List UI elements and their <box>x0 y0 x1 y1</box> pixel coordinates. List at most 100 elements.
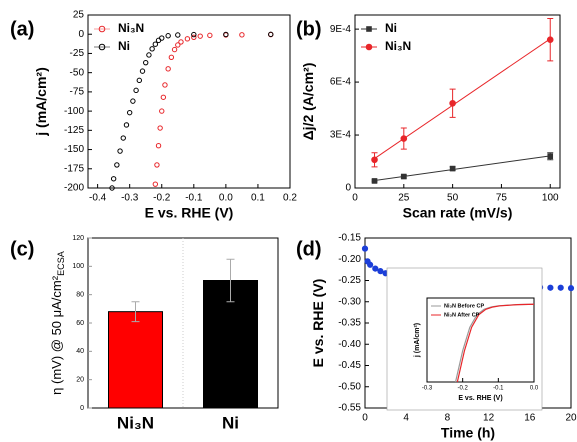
y-tick-label: -0.35 <box>338 318 361 329</box>
marker <box>165 66 171 72</box>
y-tick-label: -0.30 <box>338 296 361 307</box>
marker <box>143 59 149 66</box>
marker <box>184 36 191 42</box>
marker <box>109 185 115 191</box>
marker <box>155 143 162 149</box>
marker <box>268 31 274 38</box>
x-tick-label: -0.2 <box>457 386 468 392</box>
marker <box>223 31 229 38</box>
y-tick-label: 6E-4 <box>330 77 352 88</box>
y-tick-label: 20 <box>76 377 84 384</box>
y-tick-label: -125 <box>64 125 84 136</box>
error-bar <box>226 258 235 303</box>
marker <box>175 42 181 48</box>
marker <box>139 68 146 74</box>
legend-label: Ni₃N Before CP <box>444 303 484 309</box>
marker <box>400 135 408 142</box>
marker <box>98 25 106 33</box>
y-tick-label: 0 <box>80 405 84 412</box>
marker <box>567 285 575 292</box>
panel-label: (d) <box>296 238 322 260</box>
legend-label: Ni₃N <box>385 39 411 53</box>
x-tick-label: 4 <box>403 413 409 424</box>
marker <box>547 153 554 160</box>
x-tick-label: 16 <box>524 413 536 424</box>
y-axis-label: j (mA/cm²) <box>33 67 49 136</box>
marker <box>175 32 181 38</box>
plot-frame <box>87 14 291 189</box>
legend-label: Ni₃N After CP <box>444 312 480 318</box>
y-tick-label: 9E-4 <box>330 24 352 35</box>
x-tick-label: -0.1 <box>493 386 504 392</box>
marker <box>365 43 373 51</box>
marker <box>191 34 197 40</box>
marker <box>149 46 155 52</box>
x-tick-label: 0.0 <box>530 386 539 392</box>
y-tick-label: 40 <box>76 348 84 355</box>
x-tick-label: 0.1 <box>251 193 265 204</box>
category-label: Ni <box>222 413 239 432</box>
marker <box>159 108 165 114</box>
x-tick-label: 20 <box>565 413 577 424</box>
x-tick-label: 0.2 <box>283 193 297 204</box>
x-tick-label: 12 <box>483 413 495 424</box>
y-tick-label: -0.45 <box>338 360 361 371</box>
panel-label: (b) <box>296 18 322 40</box>
x-tick-label: -0.4 <box>89 193 107 204</box>
marker <box>120 135 126 141</box>
marker <box>114 162 120 168</box>
y-tick-label: -100 <box>64 106 84 117</box>
y-tick-label: -25 <box>70 48 85 59</box>
x-tick-label: -0.3 <box>422 386 433 392</box>
y-tick-label: -0.40 <box>338 339 361 350</box>
fit-line <box>374 155 551 182</box>
marker <box>171 46 178 53</box>
x-tick-label: 0 <box>362 413 368 424</box>
marker <box>123 122 130 128</box>
y-tick-label: 120 <box>72 235 84 242</box>
error-bar <box>131 301 140 323</box>
marker <box>162 82 168 88</box>
marker <box>547 284 554 291</box>
marker <box>372 265 379 272</box>
y-axis-label-text: E vs. RHE (V) <box>310 279 326 368</box>
marker <box>136 77 143 84</box>
y-axis-label: η (mV) @ 50 μA/cm²ECSA <box>49 250 66 395</box>
marker <box>449 165 456 172</box>
y-tick-label: -150 <box>64 144 84 155</box>
y-axis-label-sub: ECSA <box>56 250 66 276</box>
x-tick-label: 8 <box>445 413 451 424</box>
x-tick-label: -0.2 <box>153 193 171 204</box>
x-axis-label: Scan rate (mV/s) <box>403 205 513 221</box>
x-tick-label: 50 <box>447 193 459 204</box>
plot-frame <box>426 297 535 383</box>
marker <box>371 156 378 164</box>
x-tick-label: -0.1 <box>185 193 203 204</box>
marker <box>98 43 106 51</box>
x-tick-label: 75 <box>496 193 508 204</box>
y-tick-label: 0 <box>345 183 351 194</box>
y-axis-label-text: η (mV) @ 50 μA/cm² <box>49 275 64 395</box>
marker <box>239 32 245 38</box>
y-axis-label: j (mA/cm²) <box>414 323 421 358</box>
inset-background <box>386 267 543 411</box>
x-tick-label: 25 <box>398 193 410 204</box>
y-tick-label: -0.25 <box>338 275 361 286</box>
marker <box>207 32 213 39</box>
x-tick-label: 100 <box>542 193 559 204</box>
fit-line <box>374 38 551 159</box>
marker <box>126 109 133 116</box>
category-label: Ni₃N <box>117 413 154 432</box>
y-tick-label: 0 <box>78 29 84 40</box>
marker <box>377 268 384 275</box>
x-tick-label: 0 <box>352 193 358 204</box>
panel-label: (c) <box>10 238 34 260</box>
marker <box>168 54 175 60</box>
marker <box>152 41 159 47</box>
marker <box>157 125 163 131</box>
y-axis-label-text: j (mA/cm²) <box>33 67 49 136</box>
y-tick-label: 80 <box>76 292 84 299</box>
marker <box>449 99 456 107</box>
y-axis-label-text: j (mA/cm²) <box>414 323 421 358</box>
y-tick-label: -0.20 <box>338 254 361 265</box>
